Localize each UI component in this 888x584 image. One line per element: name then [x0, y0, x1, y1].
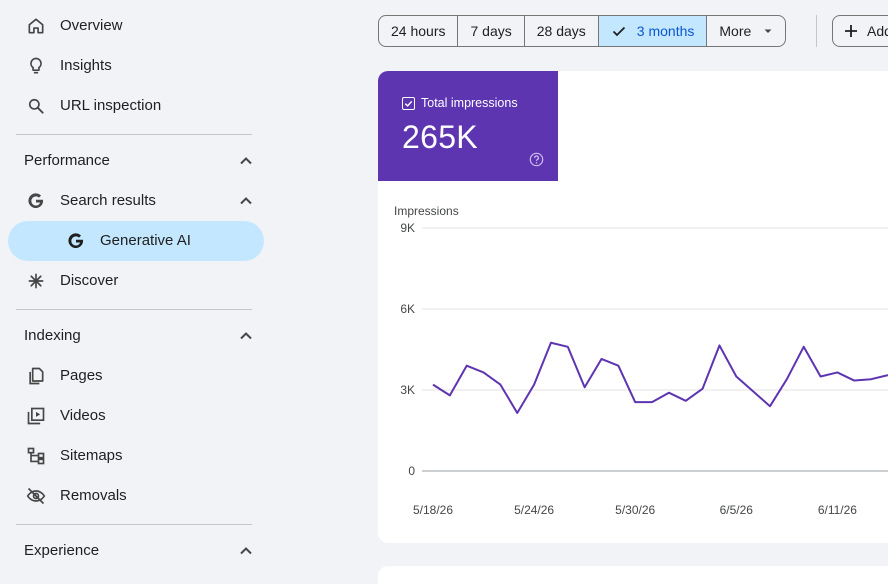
lightbulb-icon: [24, 54, 48, 78]
sidebar: Overview Insights URL inspection Perform…: [0, 0, 272, 584]
x-tick-label: 5/18/26: [413, 503, 453, 517]
chevron-up-icon: [236, 151, 256, 171]
checkbox-checked-icon[interactable]: [402, 96, 415, 110]
caret-down-icon: [763, 26, 773, 36]
chip-label: 7 days: [470, 23, 512, 39]
sidebar-item-videos[interactable]: Videos: [8, 396, 264, 436]
sidebar-item-discover[interactable]: Discover: [8, 261, 264, 301]
sidebar-item-sitemaps[interactable]: Sitemaps: [8, 436, 264, 476]
section-label: Indexing: [24, 327, 81, 344]
help-icon[interactable]: [529, 152, 544, 167]
sidebar-item-label: Removals: [60, 487, 127, 504]
date-chip-24-hours[interactable]: 24 hours: [379, 16, 459, 46]
sidebar-item-label: Pages: [60, 367, 103, 384]
sidebar-item-label: Insights: [60, 57, 112, 74]
section-indexing[interactable]: Indexing: [8, 316, 264, 356]
chip-label: 28 days: [536, 23, 586, 39]
search-icon: [24, 94, 48, 118]
series-line-impressions: [432, 341, 888, 414]
divider: [16, 134, 252, 135]
pages-icon: [24, 364, 48, 388]
performance-card: Total impressions 265K Impressions 9K 6K 3K…: [378, 71, 888, 543]
y-axis-label: Impressions: [394, 204, 459, 218]
google-g-icon: [64, 229, 88, 253]
video-icon: [24, 404, 48, 428]
checkmark-icon: [611, 23, 627, 39]
chart-svg: Impressions 9K 6K 3K 0 5/18/26 5/24/26 5/30/26 6…: [394, 204, 888, 517]
date-range-selector: 24 hours 7 days 28 days 3 months More: [378, 15, 787, 47]
asterisk-icon: [24, 269, 48, 293]
sidebar-item-removals[interactable]: Removals: [8, 476, 264, 516]
metric-label: Total impressions: [421, 96, 518, 110]
metric-header: Total impressions: [402, 96, 518, 110]
y-tick-label: 6K: [400, 302, 415, 316]
add-button-label: Add: [867, 23, 888, 39]
chevron-up-icon: [236, 191, 256, 211]
y-tick-label: 9K: [400, 221, 415, 235]
chevron-up-icon: [236, 541, 256, 561]
toolbar-divider: [816, 15, 817, 47]
section-experience[interactable]: Experience: [8, 531, 264, 571]
secondary-card: [378, 566, 888, 584]
sitemap-icon: [24, 444, 48, 468]
sidebar-item-label: Generative AI: [100, 232, 191, 249]
y-tick-label: 3K: [400, 383, 415, 397]
sidebar-item-label: URL inspection: [60, 97, 162, 114]
date-chip-7-days[interactable]: 7 days: [458, 16, 525, 46]
eye-off-icon: [24, 484, 48, 508]
sidebar-item-generative-ai[interactable]: Generative AI: [8, 221, 264, 261]
sidebar-item-label: Sitemaps: [60, 447, 123, 464]
date-chip-3-months[interactable]: 3 months: [598, 16, 708, 46]
sidebar-item-insights[interactable]: Insights: [8, 46, 264, 86]
metric-value: 265K: [402, 119, 478, 155]
chip-label: 3 months: [636, 23, 695, 39]
x-tick-label: 6/11/26: [818, 503, 857, 517]
sidebar-item-pages[interactable]: Pages: [8, 356, 264, 396]
sidebar-item-url-inspection[interactable]: URL inspection: [8, 86, 264, 126]
chip-label: More: [719, 23, 752, 39]
divider: [16, 524, 252, 525]
sidebar-item-label: Search results: [60, 192, 156, 209]
section-label: Experience: [24, 542, 100, 559]
metric-total-impressions[interactable]: Total impressions 265K: [378, 71, 558, 181]
sidebar-item-label: Overview: [60, 17, 123, 34]
date-chip-more[interactable]: More: [707, 16, 785, 46]
y-tick-label: 0: [408, 464, 415, 478]
x-tick-label: 6/5/26: [720, 503, 754, 517]
section-label: Performance: [24, 152, 110, 169]
divider: [16, 309, 252, 310]
section-performance[interactable]: Performance: [8, 141, 264, 181]
home-icon: [24, 14, 48, 38]
x-tick-label: 5/30/26: [615, 503, 655, 517]
plus-icon: [843, 23, 859, 39]
chevron-up-icon: [236, 326, 256, 346]
sidebar-item-overview[interactable]: Overview: [8, 6, 264, 46]
google-g-icon: [24, 189, 48, 213]
chip-label: 24 hours: [391, 23, 446, 39]
sidebar-item-search-results[interactable]: Search results: [8, 181, 264, 221]
impressions-chart: Impressions 9K 6K 3K 0 5/18/26 5/24/26 5/30/26 6…: [378, 201, 888, 543]
add-filter-button[interactable]: Add: [832, 15, 888, 47]
date-chip-28-days[interactable]: 28 days: [525, 16, 599, 46]
sidebar-item-label: Discover: [60, 272, 119, 289]
sidebar-item-label: Videos: [60, 407, 106, 424]
x-tick-label: 5/24/26: [514, 503, 554, 517]
